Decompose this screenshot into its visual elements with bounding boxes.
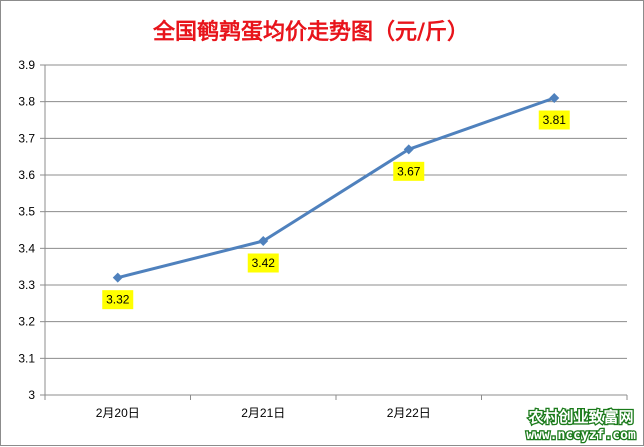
- data-labels: 3.32 3.42 3.67 3.81: [102, 110, 570, 310]
- data-label: 3.81: [543, 113, 567, 127]
- x-tick-label: 2月22日: [387, 406, 431, 420]
- x-tick-label: 2月21日: [241, 406, 285, 420]
- data-point-marker: [549, 93, 560, 103]
- data-label: 3.32: [106, 293, 130, 307]
- data-label-background: [102, 290, 134, 310]
- y-tick-label: 3.4: [18, 241, 35, 255]
- data-point-marker: [112, 272, 123, 283]
- data-label-background: [393, 161, 425, 181]
- y-tick-label: 3.3: [18, 278, 35, 292]
- y-tick-label: 3.9: [18, 58, 35, 72]
- data-point-marker: [403, 144, 414, 155]
- grid-lines: [45, 64, 627, 396]
- y-tick-label: 3.1: [18, 351, 35, 365]
- y-axis-ticks: 3 3.1 3.2 3.3 3.4 3.5 3.6 3.7 3.8 3.9: [18, 58, 45, 402]
- x-tick-label: 2月20日: [96, 406, 140, 420]
- chart-title: 全国鹌鹑蛋均价走势图（元/斤）: [152, 19, 469, 45]
- watermark-line2: www.nccyzf.com: [526, 428, 636, 443]
- y-tick-label: 3.2: [18, 315, 35, 329]
- data-label-background: [247, 253, 279, 273]
- y-tick-label: 3.6: [18, 168, 35, 182]
- data-label-background: [538, 110, 570, 130]
- series-line-group: [112, 93, 560, 283]
- y-tick-label: 3.8: [18, 95, 35, 109]
- y-tick-label: 3.7: [18, 131, 35, 145]
- x-axis: 2月20日 2月21日 2月22日: [44, 65, 628, 420]
- y-tick-label: 3: [28, 388, 35, 402]
- series-line: [117, 96, 555, 280]
- watermark: 农村创业致富网 www.nccyzf.com: [525, 407, 637, 445]
- y-tick-label: 3.5: [18, 205, 35, 219]
- watermark-line1: 农村创业致富网: [527, 408, 633, 426]
- data-label: 3.67: [397, 164, 421, 178]
- data-label: 3.42: [252, 256, 276, 270]
- data-point-marker: [258, 236, 269, 246]
